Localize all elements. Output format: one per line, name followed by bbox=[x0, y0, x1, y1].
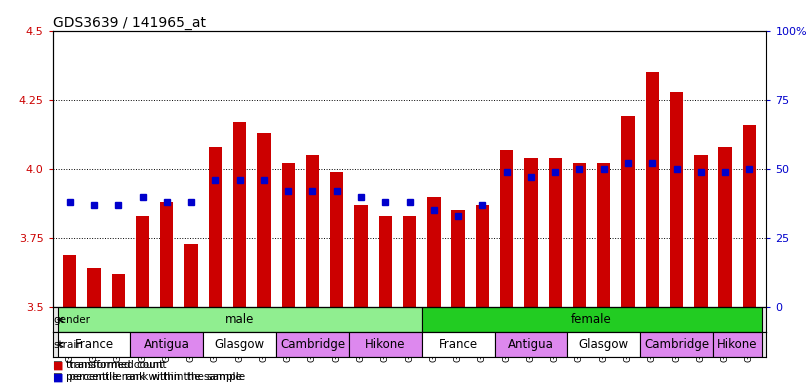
Bar bbox=[427, 197, 440, 307]
Text: Cambridge: Cambridge bbox=[280, 338, 345, 351]
Text: Glasgow: Glasgow bbox=[215, 338, 264, 351]
Bar bbox=[63, 255, 76, 307]
Text: gender: gender bbox=[54, 314, 90, 325]
Bar bbox=[548, 158, 562, 307]
Text: Antigua: Antigua bbox=[144, 338, 190, 351]
Text: France: France bbox=[439, 338, 478, 351]
Bar bbox=[568, 332, 640, 357]
Bar bbox=[422, 307, 762, 332]
Text: strain: strain bbox=[54, 339, 84, 350]
Bar bbox=[112, 274, 125, 307]
Bar bbox=[422, 332, 495, 357]
Bar bbox=[233, 122, 247, 307]
Text: ■: ■ bbox=[53, 360, 63, 370]
Bar bbox=[184, 243, 198, 307]
Text: Antigua: Antigua bbox=[508, 338, 554, 351]
Text: GDS3639 / 141965_at: GDS3639 / 141965_at bbox=[53, 16, 206, 30]
Bar bbox=[354, 205, 367, 307]
Bar bbox=[597, 164, 611, 307]
Bar bbox=[524, 158, 538, 307]
Text: female: female bbox=[571, 313, 612, 326]
Text: ■: ■ bbox=[53, 372, 63, 382]
Bar bbox=[621, 116, 635, 307]
Text: Hikone: Hikone bbox=[365, 338, 406, 351]
Text: Hikone: Hikone bbox=[717, 338, 757, 351]
Bar bbox=[452, 210, 465, 307]
Bar bbox=[330, 172, 343, 307]
Bar bbox=[88, 268, 101, 307]
Bar bbox=[58, 307, 422, 332]
Text: Glasgow: Glasgow bbox=[579, 338, 629, 351]
Bar bbox=[136, 216, 149, 307]
Bar bbox=[500, 150, 513, 307]
Bar bbox=[131, 332, 204, 357]
Bar bbox=[379, 216, 392, 307]
Bar bbox=[573, 164, 586, 307]
Bar bbox=[349, 332, 422, 357]
Bar bbox=[646, 72, 659, 307]
Bar bbox=[58, 332, 131, 357]
Bar bbox=[403, 216, 416, 307]
Text: transformed count: transformed count bbox=[66, 360, 166, 370]
Text: ■ percentile rank within the sample: ■ percentile rank within the sample bbox=[53, 372, 242, 382]
Bar bbox=[640, 332, 713, 357]
Text: ■ transformed count: ■ transformed count bbox=[53, 360, 163, 370]
Bar bbox=[476, 205, 489, 307]
Bar bbox=[694, 155, 707, 307]
Bar bbox=[281, 164, 295, 307]
Text: Cambridge: Cambridge bbox=[644, 338, 709, 351]
Bar bbox=[306, 155, 320, 307]
Bar bbox=[743, 125, 756, 307]
Text: male: male bbox=[225, 313, 255, 326]
Bar bbox=[257, 133, 271, 307]
Bar bbox=[495, 332, 568, 357]
Bar bbox=[208, 147, 222, 307]
Bar bbox=[670, 91, 683, 307]
Bar bbox=[713, 332, 762, 357]
Bar bbox=[204, 332, 276, 357]
Text: France: France bbox=[75, 338, 114, 351]
Bar bbox=[160, 202, 174, 307]
Bar bbox=[719, 147, 732, 307]
Text: percentile rank within the sample: percentile rank within the sample bbox=[66, 372, 245, 382]
Bar bbox=[276, 332, 349, 357]
